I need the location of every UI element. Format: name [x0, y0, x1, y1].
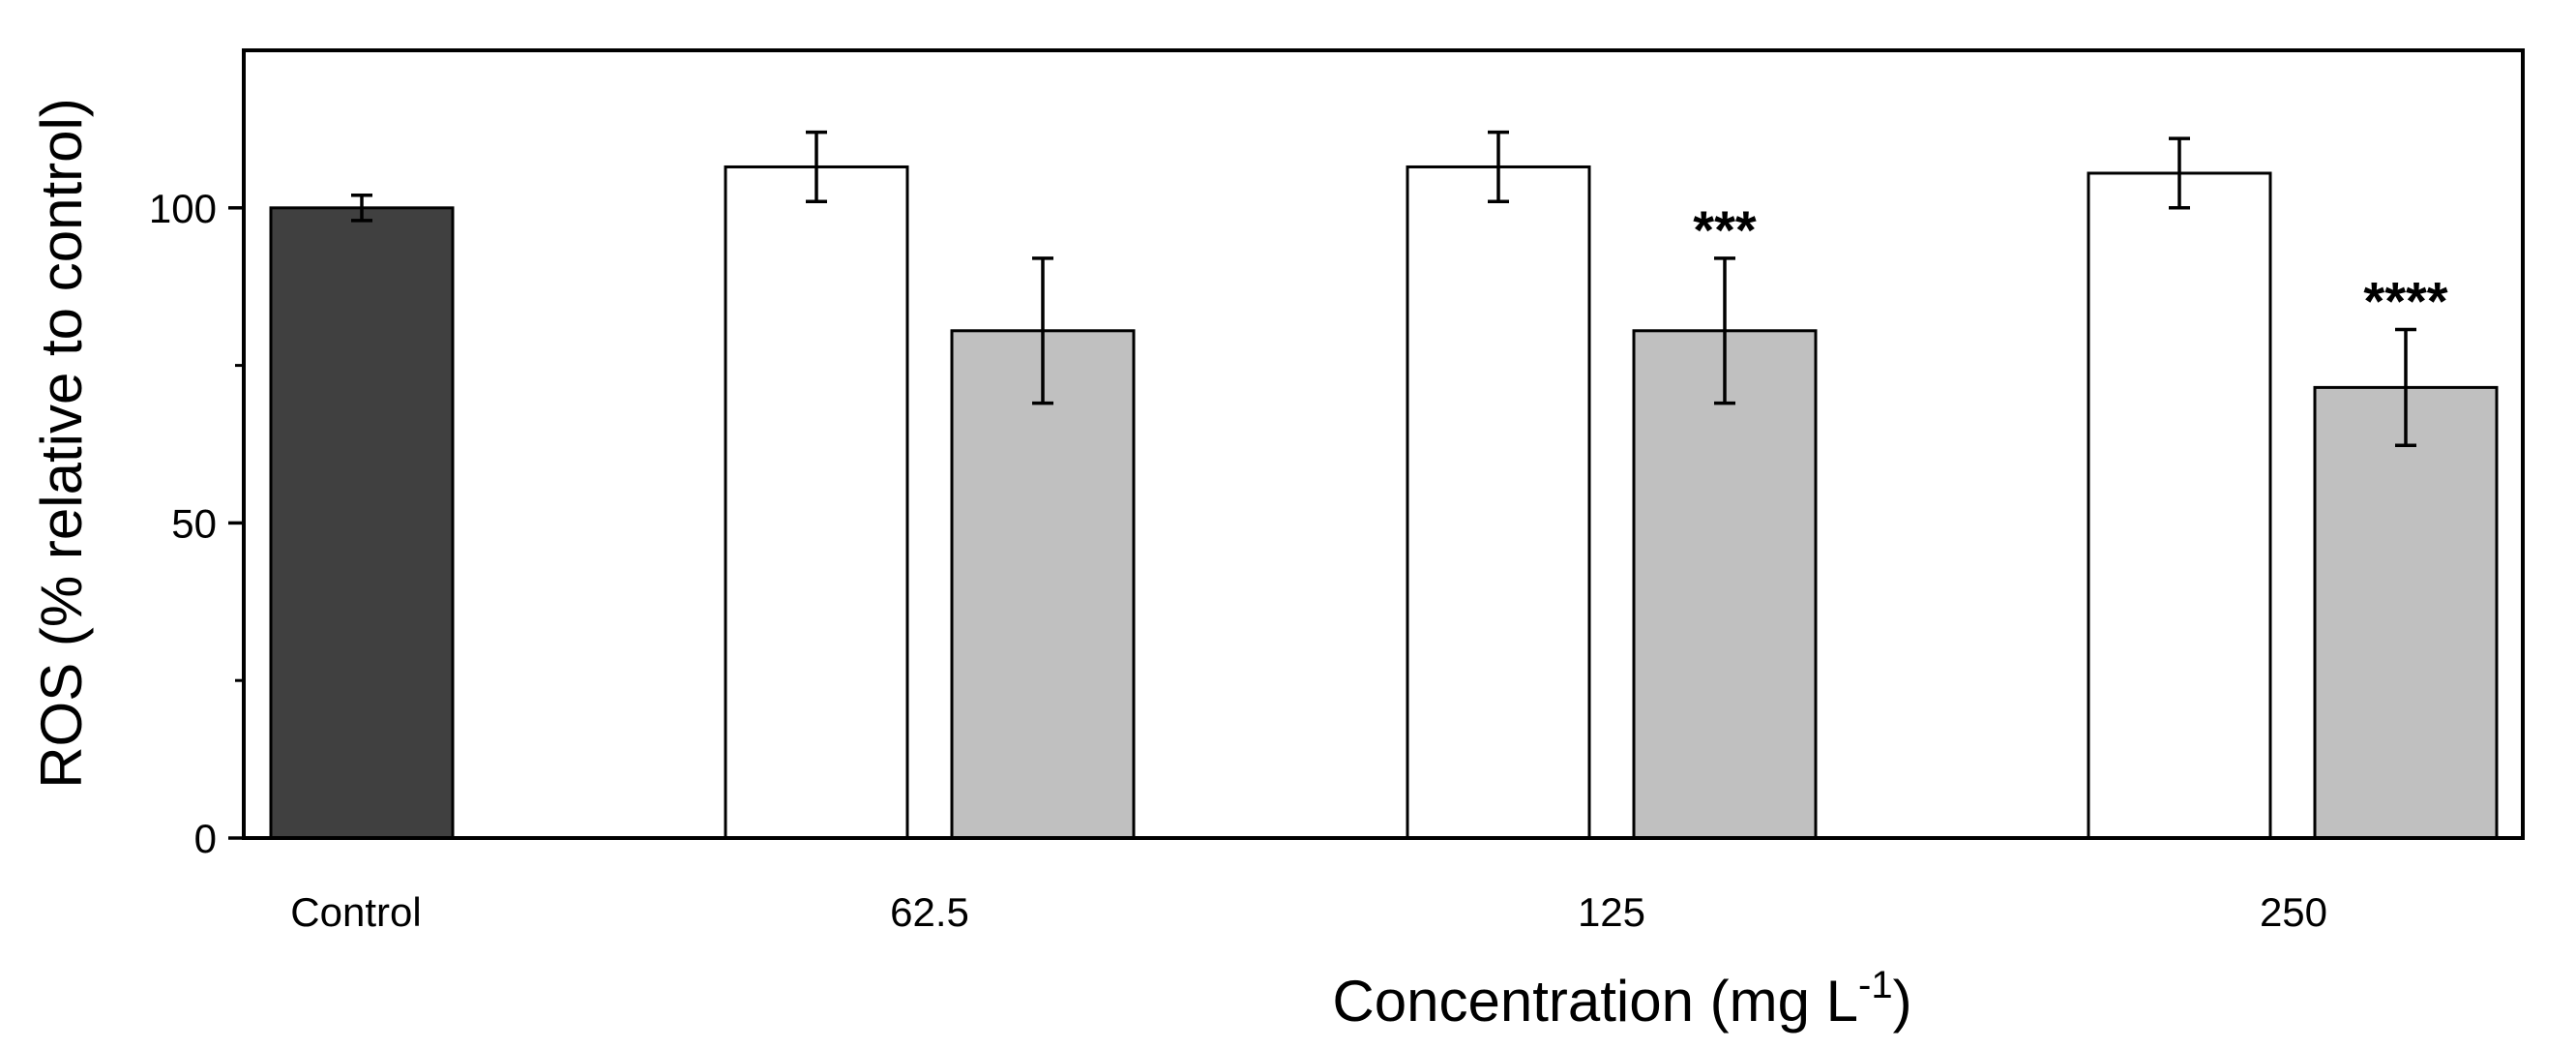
bar [724, 165, 909, 840]
y-tick-label: 100 [149, 186, 217, 231]
significance-label: **** [2363, 270, 2447, 331]
bar [269, 206, 455, 840]
x-axis: Control 62.5 125 250 [290, 889, 2327, 935]
y-axis-title: ROS (% relative to control) [29, 98, 94, 789]
x-axis-title: Concentration (mg L-1) [1332, 964, 1911, 1034]
x-category-label: Control [290, 889, 421, 935]
bars-layer [269, 165, 2499, 840]
x-axis-title-superscript: -1 [1858, 964, 1893, 1006]
y-tick-label: 0 [194, 816, 217, 861]
plot-frame [242, 48, 2525, 840]
x-category-label: 62.5 [890, 889, 969, 935]
bar [1632, 329, 1818, 840]
significance-layer: ******* [1693, 199, 2447, 332]
bar [1406, 165, 1591, 840]
significance-label: *** [1693, 199, 1757, 260]
x-category-label: 125 [1578, 889, 1645, 935]
x-category-label: 250 [2260, 889, 2327, 935]
y-tick-label: 50 [171, 500, 217, 546]
x-axis-title-main: Concentration (mg L [1332, 969, 1858, 1034]
x-axis-title-close: ) [1893, 969, 1912, 1034]
error-bars-layer [351, 130, 2416, 448]
y-axis: 0 50 100 [149, 186, 244, 861]
bar [950, 329, 1136, 840]
bar [2313, 385, 2499, 840]
bar [2087, 171, 2272, 840]
